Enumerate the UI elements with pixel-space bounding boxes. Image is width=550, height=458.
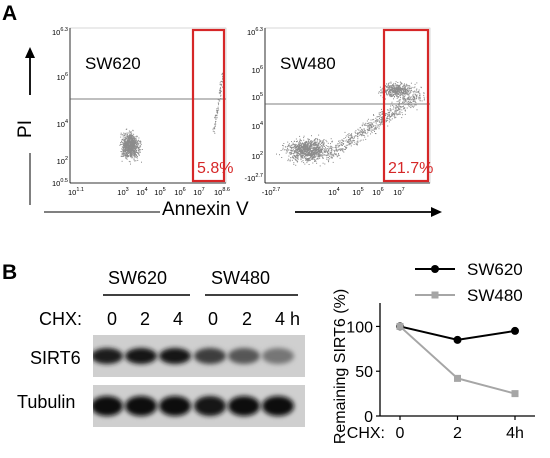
blot-row-label-sirt6: SIRT6	[30, 348, 81, 368]
x-tick-label: 108.6	[214, 187, 230, 197]
y-tick-label: 106.3	[52, 27, 68, 37]
blot-lane-label: 2	[140, 309, 151, 329]
blot-band	[262, 396, 294, 416]
gate-percent: 21.7%	[388, 160, 433, 177]
blot-lane-label: 4 h	[275, 309, 301, 329]
blot-band	[228, 396, 260, 416]
blot-lane-label: 0	[208, 309, 219, 329]
dot-cloud	[119, 72, 225, 165]
legend-label: SW620	[467, 260, 523, 279]
blot-band	[93, 396, 123, 416]
annexin-arrow-head	[431, 207, 442, 217]
blot-chx-label: CHX:	[39, 309, 83, 329]
pi-axis-label: PI	[15, 120, 36, 138]
blot-band	[194, 348, 226, 364]
blot-lane-label: 4	[173, 309, 184, 329]
y-tick-label: 100	[346, 319, 373, 336]
x-tick-label: 106	[372, 187, 383, 197]
blot-band	[125, 396, 157, 416]
pi-axis	[25, 47, 35, 205]
legend-marker	[431, 265, 439, 273]
annexin-axis-label: Annexin V	[162, 199, 249, 220]
x-tick-label: 107	[393, 187, 404, 197]
gate-box	[382, 28, 430, 183]
x-tick-label: 106	[174, 187, 185, 197]
x-tick-label: 101.1	[68, 187, 84, 197]
y-tick-label: 50	[355, 364, 373, 381]
x-tick-label: 2	[453, 425, 462, 442]
flow-plot-sw480: SW480 21.7% 106.3 106 105 104 102 -102.7 -102.7 1…	[245, 27, 434, 197]
y-tick-label: 100.5	[52, 178, 68, 188]
annexin-axis	[44, 207, 442, 217]
data-point-sw620	[453, 335, 462, 344]
x-tick-label: 0	[396, 425, 405, 442]
blot-band	[194, 396, 226, 416]
blot-row-label-tubulin: Tubulin	[17, 392, 76, 412]
x-prefix-label: CHX:	[347, 425, 385, 442]
blot-group-sw480: SW480	[211, 268, 271, 288]
x-tick-label: 107	[193, 187, 204, 197]
blot-band	[159, 396, 191, 416]
legend-marker	[431, 291, 439, 299]
pi-arrow-head	[25, 47, 35, 58]
data-point-sw480	[511, 390, 519, 398]
y-tick-label: 105	[252, 92, 263, 102]
data-point-sw620	[511, 326, 519, 335]
y-axis-label: Remaining SIRT6 (%)	[332, 289, 349, 444]
y-tick-label: 106	[252, 65, 263, 75]
x-tick-label: -102.7	[262, 187, 281, 197]
western-blot	[93, 335, 305, 427]
y-tick-label: -102.7	[245, 173, 264, 183]
sample-label: SW620	[85, 54, 141, 73]
y-tick-label: 0	[364, 409, 373, 426]
y-tick-label: 104	[252, 121, 263, 131]
blot-band	[93, 348, 123, 364]
blot-band	[228, 348, 260, 364]
blot-group-sw620: SW620	[108, 268, 168, 288]
gate-percent: 5.8%	[197, 160, 233, 177]
blot-lane-label: 2	[242, 309, 253, 329]
y-tick-label: 106	[57, 72, 68, 82]
sample-label: SW480	[280, 54, 336, 73]
y-tick-label: 102	[252, 151, 263, 161]
dot-cloud	[276, 81, 428, 167]
data-point-sw480	[454, 374, 461, 382]
sirt6-line-chart: 0 50 100 0 2 4h CHX:Remaining SIRT6 (%) SW620 SW…	[332, 260, 535, 444]
y-tick-label: 102	[57, 156, 68, 166]
blot-band	[159, 348, 191, 364]
y-tick-label: 106.3	[247, 27, 263, 37]
data-point-sw480	[396, 322, 404, 330]
panel-a-label: A	[2, 2, 18, 25]
y-tick-label: 104	[57, 119, 68, 129]
blot-lane-label: 0	[107, 309, 118, 329]
x-tick-label: 4h	[506, 425, 524, 442]
x-tick-label: 104	[328, 187, 339, 197]
x-tick-label: 105	[154, 187, 165, 197]
legend-label: SW480	[467, 286, 523, 305]
panel-b-label: B	[2, 261, 18, 284]
gate-box	[191, 28, 226, 183]
x-tick-label: 103	[117, 187, 128, 197]
blot-band	[125, 348, 157, 364]
x-tick-label: 104	[136, 187, 147, 197]
x-tick-label: 105	[352, 187, 363, 197]
blot-band	[262, 348, 294, 364]
